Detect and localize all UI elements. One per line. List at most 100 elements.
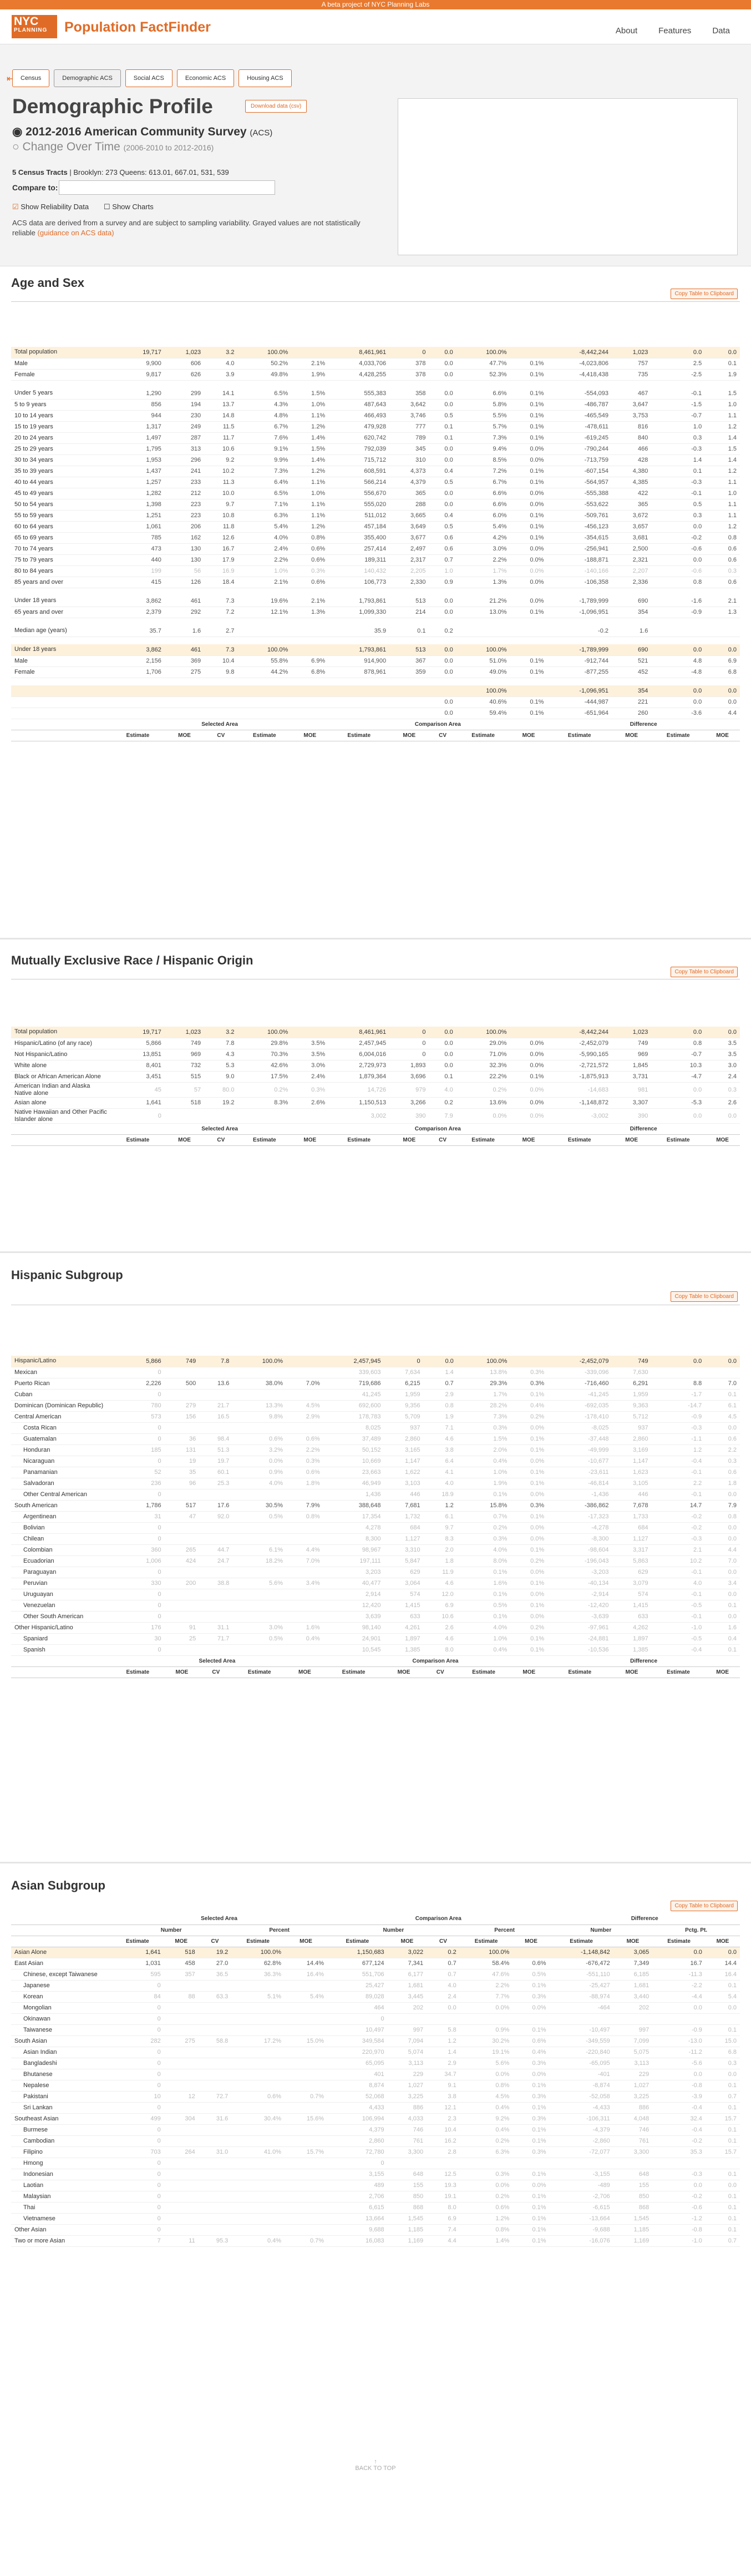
row-label: Taiwanese	[11, 2024, 111, 2036]
column-header: Selected Area	[111, 1655, 323, 1667]
table-cell: 0.5%	[456, 1600, 511, 1612]
tract-map[interactable]	[398, 98, 738, 255]
table-cell: 16,083	[327, 2235, 388, 2247]
table-cell: 5,863	[612, 1555, 652, 1567]
table-cell	[231, 2213, 285, 2225]
tab-economic[interactable]: Economic ACS	[176, 69, 235, 87]
table-cell: 3,103	[384, 1478, 424, 1489]
site-title[interactable]: Population FactFinder	[64, 19, 211, 35]
tab-social[interactable]: Social ACS	[125, 69, 172, 87]
table-cell	[231, 2169, 285, 2180]
guidance-link[interactable]: (guidance on ACS data)	[37, 229, 114, 237]
table-header-row: Number Percent Number Percent Number Pctg. Pt…	[11, 1925, 740, 1936]
table-cell: 0.0%	[510, 565, 547, 577]
table-cell: 0	[111, 2213, 164, 2225]
nav-features[interactable]: Features	[658, 26, 692, 36]
table-cell: 24.7	[199, 1555, 233, 1567]
table-cell: 8,461,961	[328, 1027, 390, 1038]
copy-table-button[interactable]: Copy Table to Clipboard	[671, 289, 738, 299]
table-cell: 3.5	[705, 1038, 740, 1049]
table-cell: 1.1%	[291, 410, 329, 422]
table-cell: 0.0	[429, 655, 456, 667]
table-cell: 1,436	[323, 1489, 384, 1501]
table-cell: 608,591	[328, 466, 390, 477]
table-cell	[111, 685, 165, 697]
table-cell: 31.1	[199, 1622, 233, 1634]
table-row: Bhutanese 0 401 229 34.7 0.0% 0.0% -401 229 0.0 0.…	[11, 2069, 740, 2080]
nav-about[interactable]: About	[615, 26, 638, 36]
table-cell	[328, 696, 390, 708]
tab-housing[interactable]: Housing ACS	[239, 69, 292, 87]
table-cell: -4,418,438	[547, 369, 612, 381]
table-cell: 17.9	[204, 554, 238, 566]
table-cell	[199, 1522, 233, 1534]
column-header: Comparison Area	[328, 719, 547, 730]
table-cell: 42.6%	[237, 1060, 292, 1072]
table-cell: 359	[389, 666, 429, 678]
table-cell	[459, 2013, 513, 2025]
table-cell: 1.2	[705, 521, 740, 533]
table-cell: 27.0	[198, 1958, 232, 1969]
table-cell	[389, 618, 429, 625]
table-cell: 7.2%	[456, 466, 510, 477]
table-cell	[111, 380, 165, 388]
table-cell	[165, 380, 204, 388]
table-cell: 98.4	[199, 1433, 233, 1445]
row-label	[11, 696, 111, 708]
table-cell: -0.2	[651, 1511, 706, 1523]
table-cell	[291, 618, 328, 625]
table-cell: 1,623	[612, 1467, 652, 1478]
table-cell	[547, 678, 612, 685]
table-cell: 44.2%	[237, 666, 292, 678]
column-header: CV	[199, 1666, 233, 1678]
copy-table-button[interactable]: Copy Table to Clipboard	[671, 967, 738, 977]
table-cell: 17.5%	[237, 1071, 292, 1083]
survey-radio-selected[interactable]: ◉ 2012-2016 American Community Survey (A…	[12, 125, 273, 138]
table-cell	[328, 618, 389, 625]
table-cell	[510, 678, 547, 685]
tab-demographic[interactable]: Demographic ACS	[54, 69, 121, 87]
table-cell	[427, 2158, 460, 2169]
row-label: Cuban	[11, 1389, 111, 1401]
table-cell: 15.7%	[285, 2146, 328, 2158]
table-cell: 162	[164, 532, 205, 544]
download-csv-button[interactable]: Download data (csv)	[245, 100, 307, 113]
table-cell	[164, 1533, 200, 1545]
table-cell: 517	[164, 1500, 200, 1512]
column-header: Estimate	[328, 730, 390, 741]
table-cell: -716,460	[547, 1378, 612, 1390]
table-cell: 7.0%	[286, 1378, 323, 1390]
table-cell: 0.0	[429, 399, 456, 411]
table-row: Dominican (Dominican Republic) 780 279 21.7…	[11, 1400, 740, 1412]
beta-banner[interactable]: A beta project of NYC Planning Labs	[0, 0, 751, 9]
table-cell	[232, 1522, 287, 1534]
copy-table-button[interactable]: Copy Table to Clipboard	[671, 1901, 738, 1911]
row-label: East Asian	[11, 1958, 111, 1969]
back-to-top-link[interactable]: ↑ BACK TO TOP	[355, 2458, 396, 2472]
nyc-planning-logo[interactable]: NYC PLANNING	[12, 15, 57, 38]
table-cell	[612, 618, 651, 625]
compare-select[interactable]	[59, 180, 275, 195]
nav-data[interactable]: Data	[712, 26, 730, 36]
charts-checkbox[interactable]: ☐ Show Charts	[104, 203, 154, 211]
table-cell: 47.7%	[456, 358, 510, 370]
table-cell: 88	[164, 1991, 199, 2003]
table-cell: 19,717	[111, 347, 165, 358]
table-cell: 19.7	[199, 1456, 233, 1467]
reliability-checkbox[interactable]: ☑ Show Reliability Data	[12, 203, 89, 211]
table-cell: 10,669	[323, 1456, 384, 1467]
table-cell: 51.0%	[456, 655, 510, 667]
table-cell	[232, 1389, 287, 1401]
row-label: Pakistani	[11, 2091, 111, 2103]
table-cell: -0.8	[652, 2080, 706, 2092]
table-cell: 499	[111, 2113, 164, 2125]
tab-census[interactable]: Census	[12, 69, 50, 87]
selected-tracts: 5 Census Tracts | Brooklyn: 273 Queens: …	[12, 168, 229, 176]
table-cell: 58.4%	[459, 1958, 513, 1969]
table-cell: 466,493	[328, 410, 390, 422]
table-cell: 1.5	[705, 388, 740, 400]
table-cell	[651, 678, 705, 685]
copy-table-button[interactable]: Copy Table to Clipboard	[671, 1291, 738, 1302]
change-over-time-radio[interactable]: ○ Change Over Time (2006-2010 to 2012-20…	[12, 140, 214, 153]
table-cell: 997	[387, 2024, 427, 2036]
